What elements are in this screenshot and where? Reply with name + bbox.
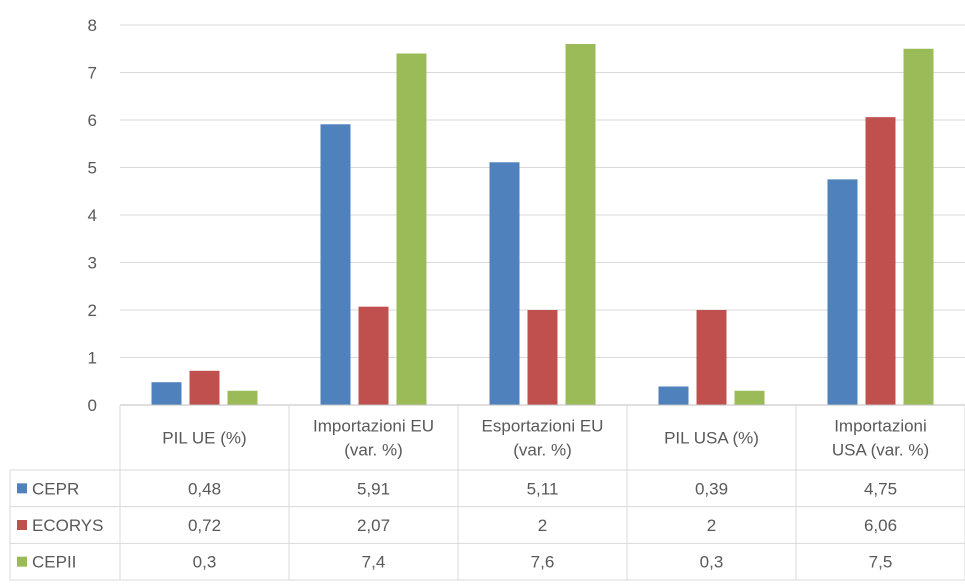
bar-cepr-4 [658,386,689,405]
bars [151,44,934,406]
series-name: CEPII [32,553,76,572]
y-tick-label: 1 [88,349,97,368]
category-label: Importazioni EU [313,417,434,436]
bar-cepii-4 [734,390,765,405]
bar-cepii-5 [903,48,934,405]
y-tick-label: 7 [88,64,97,83]
bar-cepii-3 [565,44,596,405]
bar-cepr-2 [320,124,351,406]
y-tick-label: 8 [88,16,97,35]
data-value-label: 7,6 [531,553,555,572]
bar-ecorys-5 [865,117,896,406]
y-axis-ticks: 0 1 2 3 4 5 6 7 8 [88,16,97,415]
y-tick-label: 2 [88,301,97,320]
data-value-label: 5,11 [527,479,559,498]
category-label: PIL USA (%) [664,429,759,448]
bar-cepii-1 [227,390,258,405]
bar-cepr-5 [827,179,858,405]
y-tick-label: 4 [88,206,97,225]
y-tick-label: 6 [88,111,97,130]
category-label: (var. %) [344,441,403,460]
data-table: PIL UE (%) Importazioni EU (var. %) Esporta… [9,404,965,581]
data-value-label: 7,4 [362,553,386,572]
y-tick-label: 0 [88,396,97,415]
bar-cepii-2 [396,53,427,405]
legend-key-cepr [17,483,27,494]
category-label: (var. %) [513,441,572,460]
category-label: PIL UE (%) [162,429,246,448]
category-label: Importazioni [834,417,927,436]
data-value-label: 0,48 [188,479,221,498]
category-label: USA (var. %) [832,441,929,460]
data-value-label: 5,91 [357,479,390,498]
data-value-label: 0,3 [700,553,724,572]
series-name: CEPR [32,479,79,498]
data-value-label: 0,39 [695,479,728,498]
bar-ecorys-3 [527,310,558,405]
bar-ecorys-1 [189,370,220,405]
bar-ecorys-4 [696,310,727,405]
legend-key-ecorys [17,520,27,530]
data-value-label: 4,75 [864,479,897,498]
legend-key-cepii [17,556,27,567]
data-value-label: 0,72 [188,516,221,535]
data-value-label: 0,3 [193,553,217,572]
y-tick-label: 5 [88,159,97,178]
y-tick-label: 3 [88,254,97,273]
gridlines [120,24,965,358]
series-name: ECORYS [32,516,104,535]
data-value-label: 2 [707,516,716,535]
data-value-label: 7,5 [869,553,893,572]
data-value-label: 2,07 [357,516,390,535]
bar-cepr-3 [489,162,520,405]
bar-ecorys-2 [358,306,389,405]
data-value-label: 2 [538,516,547,535]
bar-cepr-1 [151,382,182,405]
category-label: Esportazioni EU [482,417,604,436]
data-value-label: 6,06 [864,516,897,535]
